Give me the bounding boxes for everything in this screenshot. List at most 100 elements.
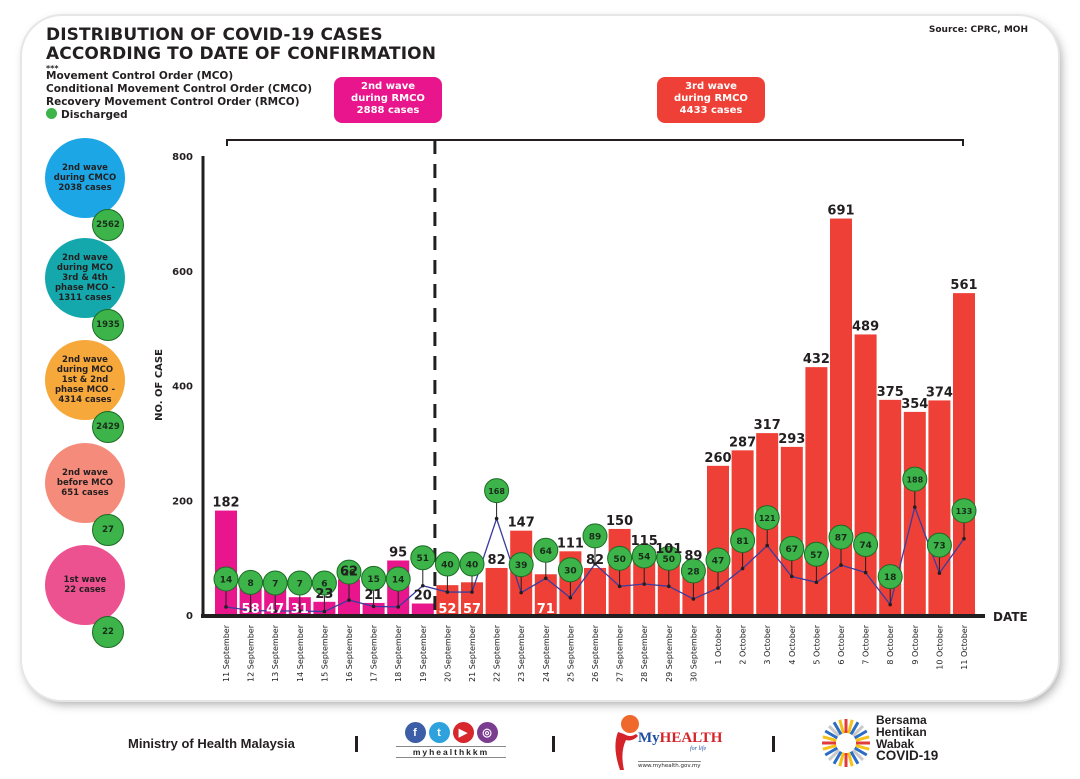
x-tick-label: 17 September [370, 624, 379, 682]
legend-discharged: Discharged [46, 108, 128, 121]
wave-box-2nd-rmco: 2nd wave during RMCO 2888 cases [334, 77, 442, 123]
discharged-point [839, 563, 843, 567]
bar-value-label: 82 [586, 553, 604, 568]
bar-value-label: 489 [852, 319, 879, 334]
burst-ray [847, 752, 854, 767]
y-tick-label: 400 [172, 382, 193, 393]
bar [534, 574, 557, 615]
y-tick-label: 600 [172, 267, 193, 278]
wave-bubble: 2nd wave during MCO 3rd & 4th phase MCO -13… [45, 238, 125, 318]
social-handle: myhealthkkm [396, 746, 506, 758]
bar-value-label: 354 [901, 397, 928, 412]
discharged-point [396, 605, 401, 609]
x-tick-label: 19 September [419, 624, 428, 682]
discharged-point [888, 602, 892, 607]
x-tick-label: 9 October [911, 624, 920, 664]
campaign-logo: Bersama Hentikan Wabak COVID-19 [818, 712, 958, 774]
discharged-bubble [951, 498, 977, 524]
discharged-label: 50 [663, 555, 676, 565]
wave-discharged-bubble: 27 [92, 514, 124, 546]
legend-cmco: Conditional Movement Control Order (CMCO… [46, 83, 313, 95]
discharged-bubble [533, 537, 559, 563]
bar-value-label: 374 [926, 385, 953, 400]
youtube-icon[interactable]: ▶ [452, 722, 474, 743]
discharged-bubble [680, 558, 706, 584]
footer-separator [772, 736, 775, 752]
discharged-label: 81 [736, 537, 749, 547]
bar-value-label: 691 [827, 204, 854, 219]
discharged-point [494, 516, 499, 521]
burst-ray [822, 735, 837, 742]
burst-ray [847, 719, 854, 734]
y-tick-label: 800 [172, 152, 193, 163]
discharged-bubble [803, 541, 829, 567]
discharged-label: 6 [321, 580, 327, 590]
bar-value-label: 115 [631, 534, 658, 549]
wave-bracket [226, 139, 964, 146]
discharged-label: 64 [540, 547, 553, 557]
discharged-bubble [877, 564, 903, 590]
burst-ray [853, 746, 868, 757]
discharged-label: 8 [247, 579, 253, 589]
bar-value-label: 432 [803, 352, 830, 367]
discharged-label: 74 [859, 541, 872, 551]
burst-ray [855, 735, 870, 742]
x-tick-label: 29 September [665, 624, 674, 682]
discharged-point [470, 590, 474, 594]
facebook-icon[interactable]: f [404, 722, 426, 743]
discharged-label: 168 [488, 487, 505, 496]
bar-value-label: 82 [488, 553, 506, 568]
asterisks: *** [46, 64, 59, 73]
bar-value-label: 260 [704, 451, 731, 466]
bar-value-label: 111 [557, 536, 584, 551]
burst-ray [852, 749, 865, 762]
discharged-label: 39 [515, 561, 528, 571]
x-tick-label: 6 October [837, 624, 846, 664]
bar [830, 218, 852, 615]
discharged-point [913, 505, 917, 509]
x-tick-label: 22 September [493, 624, 502, 682]
wave-bubble: 2nd wave before MCO 651 cases [45, 443, 125, 523]
bar-value-label: 150 [606, 514, 633, 529]
discharged-label: 54 [638, 553, 651, 563]
bar-value-label: 287 [729, 435, 756, 450]
x-tick-label: 5 October [812, 624, 821, 664]
discharged-label: 14 [392, 575, 405, 585]
bar-value-label: 57 [463, 602, 481, 617]
myhealth-figure-icon [615, 715, 639, 770]
discharged-bubble [656, 545, 682, 571]
wave-box-3rd-rmco: 3rd wave during RMCO 4433 cases [657, 77, 765, 123]
burst-ray [855, 744, 870, 751]
x-tick-label: 23 September [517, 624, 526, 682]
x-tick-label: 15 September [320, 624, 329, 682]
discharged-bubble [853, 532, 879, 558]
discharged-point [445, 590, 450, 594]
bar-value-label: 71 [537, 602, 555, 617]
bar-value-label: 58 [242, 602, 260, 617]
wave-discharged-bubble: 22 [92, 616, 124, 648]
discharged-point [371, 604, 376, 609]
discharged-label: 73 [933, 542, 946, 552]
discharged-bubble [557, 557, 583, 583]
burst-ray [832, 721, 843, 736]
burst-ray [824, 729, 839, 740]
bar [485, 567, 508, 615]
discharged-bubble [238, 569, 264, 595]
discharged-label: 47 [712, 557, 725, 567]
social-media-block: f t ▶ ◎ myhealthkkm [396, 722, 506, 758]
x-tick-label: 24 September [542, 624, 551, 682]
wave-discharged-bubble: 1935 [92, 309, 124, 341]
discharged-label: 18 [884, 573, 897, 583]
bar-value-label: 62 [340, 564, 358, 579]
discharged-label: 15 [367, 575, 380, 585]
bar-value-label: 47 [266, 602, 284, 617]
x-tick-label: 26 September [591, 624, 600, 682]
x-tick-label: 7 October [862, 624, 871, 664]
bar-value-label: 89 [684, 549, 702, 564]
bar [879, 399, 902, 615]
instagram-icon[interactable]: ◎ [476, 722, 498, 743]
discharged-label: 14 [220, 575, 233, 585]
twitter-icon[interactable]: t [428, 722, 450, 743]
ministry-label: Ministry of Health Malaysia [128, 736, 295, 751]
discharged-bubble [385, 566, 411, 592]
